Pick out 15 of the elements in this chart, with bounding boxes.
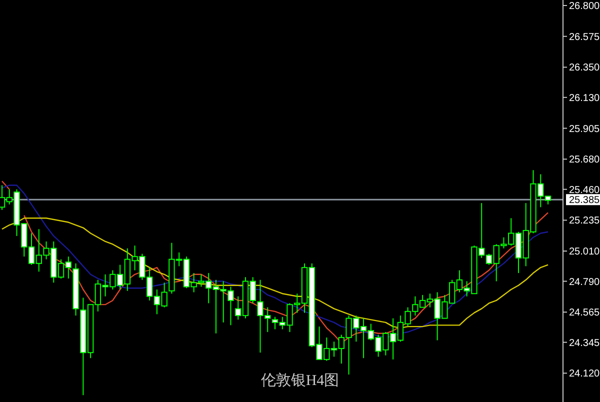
y-tick-label: 26.575 — [569, 32, 600, 43]
y-tick-label: 24.565 — [569, 308, 600, 319]
y-tick-label: 24.345 — [569, 338, 600, 349]
ref-line-label: 25.385 — [569, 195, 600, 206]
y-tick-label: 24.790 — [569, 276, 600, 288]
y-tick-label: 26.800 — [569, 0, 600, 12]
text: 伦敦银H4图 — [260, 372, 340, 389]
y-tick-label: 26.350 — [569, 62, 600, 74]
y-tick-label: 25.235 — [569, 216, 600, 227]
y-tick-label: 25.010 — [569, 246, 600, 258]
y-tick-label: 26.130 — [569, 92, 600, 104]
y-tick-label: 24.120 — [569, 368, 600, 380]
y-tick-label: 25.905 — [569, 124, 600, 135]
y-tick-label: 25.680 — [569, 154, 600, 166]
y-tick-label: 25.460 — [569, 184, 600, 196]
